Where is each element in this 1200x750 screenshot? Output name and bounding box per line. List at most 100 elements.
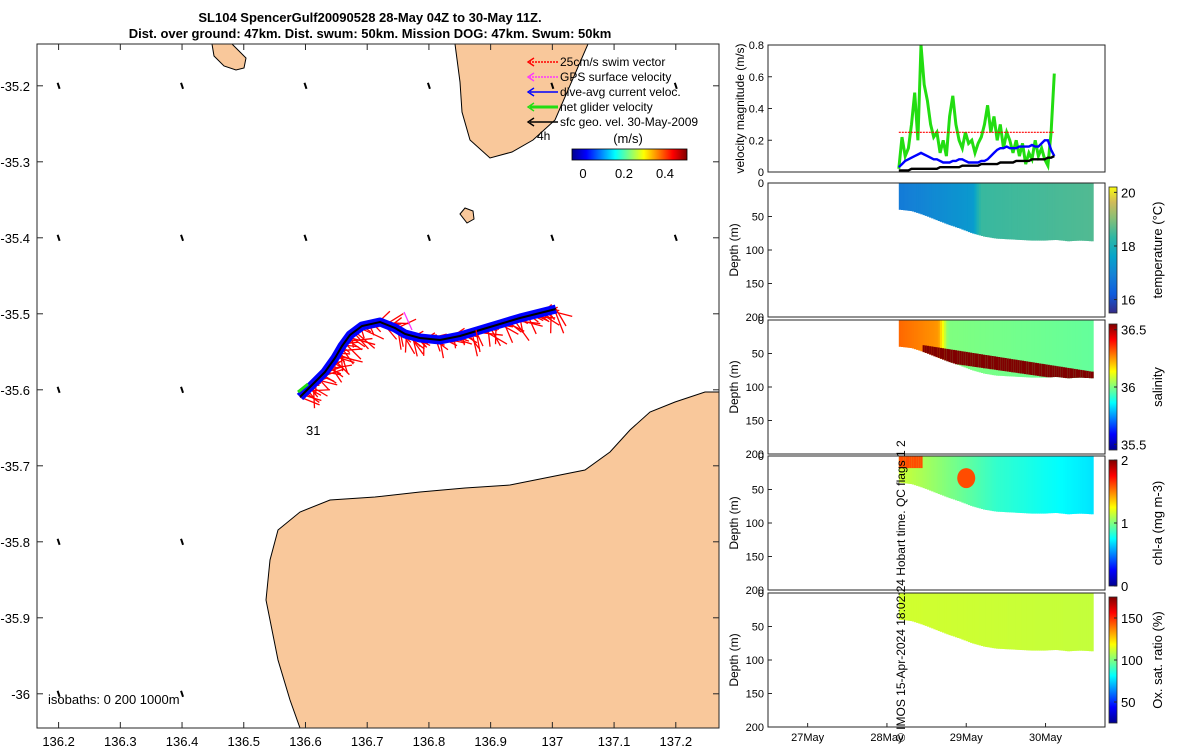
- legend-arrowhead: [526, 57, 535, 67]
- colorbar-tick-label: 150: [1121, 611, 1143, 626]
- section-data-column: [998, 183, 1001, 239]
- section-y-tick-label: 150: [746, 279, 764, 291]
- section-deep-layer: [1006, 358, 1010, 372]
- isobath-mark: [56, 82, 61, 90]
- section-data-column: [939, 320, 943, 359]
- section-data-column: [924, 183, 928, 216]
- speed-colorbar-label: (m/s): [613, 131, 643, 146]
- section-data-column: [1039, 593, 1042, 651]
- section-deep-layer: [1039, 363, 1042, 377]
- section-deep-layer: [937, 347, 941, 358]
- section-deep-layer: [970, 352, 973, 367]
- velocity-y-tick-label: 0: [758, 167, 764, 179]
- map-x-tick-label: 137.1: [598, 734, 631, 749]
- section-deep-layer: [1054, 365, 1058, 377]
- section-data-column: [952, 456, 956, 500]
- section-data-column: [1034, 320, 1038, 378]
- section-high-patch: [901, 456, 904, 469]
- colorbar-label: salinity: [1150, 367, 1165, 407]
- speed-colorbar-bar: [571, 148, 688, 161]
- section-deep-layer: [944, 348, 947, 361]
- section-data-column: [967, 593, 971, 643]
- section-data-column: [950, 593, 954, 636]
- section-deep-layer: [950, 349, 954, 363]
- section-data-column: [1056, 320, 1060, 378]
- section-data-column: [1090, 183, 1094, 242]
- section-data-column: [980, 456, 984, 509]
- section-data-column: [926, 593, 930, 627]
- map-y-tick-label: -35.9: [0, 611, 30, 626]
- section-data-column: [944, 456, 947, 497]
- section-data-column: [933, 320, 937, 357]
- section-y-tick-label: 150: [746, 552, 764, 564]
- section-data-column: [957, 320, 960, 365]
- section-data-column: [1030, 320, 1034, 378]
- section-data-column: [1088, 593, 1092, 652]
- section-data-column: [985, 183, 988, 237]
- section-deep-layer: [946, 348, 950, 362]
- section-data-column: [1054, 456, 1058, 513]
- section-high-patch: [957, 468, 976, 489]
- time-x-tick-label: 27May: [791, 732, 825, 744]
- map-y-tick-label: -35.3: [0, 155, 30, 170]
- section-deep-layer: [1071, 368, 1075, 378]
- section-data-column: [901, 456, 904, 483]
- section-deep-layer: [1075, 369, 1079, 378]
- section-data-column: [1058, 320, 1062, 378]
- section-data-column: [1008, 593, 1012, 650]
- section-data-column: [1030, 456, 1034, 514]
- section-deep-layer: [952, 349, 956, 364]
- section-deep-layer: [1065, 367, 1068, 379]
- section-data-column: [1065, 183, 1068, 242]
- section-data-column: [978, 183, 982, 236]
- section-data-column: [1006, 183, 1010, 240]
- section-data-column: [920, 593, 924, 625]
- section-data-column: [1082, 456, 1086, 514]
- section-temperature: 0 50 100 150 200 Depth (m) 16 18 20 temperature (…: [727, 178, 1165, 324]
- section-data-column: [1021, 320, 1025, 378]
- section-data-column: [955, 593, 958, 638]
- section-y-tick-label: 200: [746, 722, 764, 734]
- section-data-column: [955, 183, 958, 228]
- speed-colorbar: (m/s) 0 0.2 0.4: [571, 131, 688, 181]
- section-high-patch: [905, 456, 909, 469]
- section-data-column: [1021, 593, 1025, 651]
- section-deep-layer: [957, 350, 960, 365]
- velocity-series-geo: [898, 155, 1055, 172]
- section-data-column: [991, 456, 995, 512]
- colorbar-tick-label: 0: [1121, 579, 1128, 594]
- velocity-y-tick-label: 0.8: [749, 40, 764, 52]
- velocity-y-tick-label: 0.4: [749, 104, 764, 116]
- section-deep-layer: [1019, 360, 1023, 374]
- section-data-column: [909, 320, 913, 348]
- section-data-column: [1054, 183, 1058, 240]
- section-data-column: [972, 593, 975, 644]
- section-deep-layer: [1045, 364, 1049, 378]
- section-data-column: [931, 320, 934, 356]
- section-data-column: [898, 456, 902, 483]
- section-deep-layer: [1032, 362, 1036, 376]
- section-deep-layer: [1030, 362, 1034, 375]
- section-deep-layer: [965, 351, 969, 366]
- section-deep-layer: [1021, 360, 1025, 374]
- section-data-column: [1084, 456, 1088, 514]
- section-data-column: [1084, 183, 1088, 241]
- swim-vector: [555, 308, 567, 327]
- section-data-column: [1037, 456, 1040, 514]
- section-data-column: [1017, 593, 1021, 650]
- section-data-column: [942, 183, 945, 223]
- section-y-tick-label: 150: [746, 689, 764, 701]
- section-data-column: [961, 183, 965, 230]
- section-high-patch: [898, 456, 902, 469]
- section-deep-layer: [1000, 357, 1004, 371]
- section-data-column: [937, 320, 941, 358]
- section-data-column: [918, 593, 922, 624]
- gps-velocity-vector: [403, 311, 413, 331]
- section-data-column: [959, 593, 963, 639]
- section-data-column: [993, 593, 997, 649]
- section-deep-layer: [1052, 365, 1055, 378]
- isobath-mark: [180, 386, 184, 394]
- section-data-column: [987, 593, 991, 648]
- section-data-column: [963, 183, 967, 231]
- legend-arrowhead: [526, 72, 535, 82]
